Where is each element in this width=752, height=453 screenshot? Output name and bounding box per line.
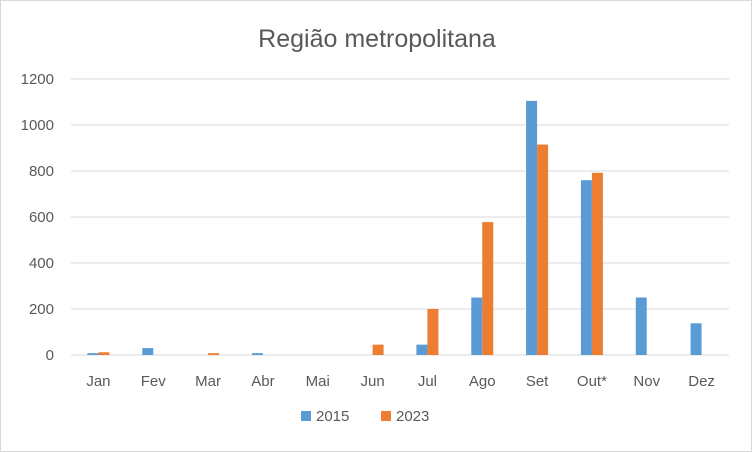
chart-title: Região metropolitana [258, 25, 496, 53]
bar-2023-Jun [372, 344, 384, 355]
bars [87, 100, 702, 355]
bar-2015-Abr [251, 353, 263, 355]
x-tick-label: Jan [86, 373, 110, 390]
x-tick-label: Out* [577, 373, 607, 390]
x-tick-label: Jun [360, 373, 384, 390]
y-tick-label: 400 [29, 255, 54, 272]
legend-swatch-2015 [301, 411, 311, 421]
y-tick-label: 200 [29, 301, 54, 318]
y-tick-label: 800 [29, 163, 54, 180]
legend-swatch-2023 [381, 411, 391, 421]
y-tick-label: 1000 [21, 117, 54, 134]
bar-2015-Jul [416, 344, 428, 355]
x-tick-label: Mar [195, 373, 221, 390]
bar-2023-Ago [482, 222, 494, 355]
x-axis: Jan Fev Mar Abr Mai Jun Jul Ago Set Out* Nov Dez [86, 373, 715, 390]
x-tick-label: Mai [306, 373, 330, 390]
x-tick-label: Dez [688, 373, 715, 390]
bar-2023-Mar [208, 353, 220, 355]
legend: 2015 2023 [301, 408, 429, 425]
legend-label-2023: 2023 [396, 408, 429, 425]
bar-2015-Fev [142, 348, 154, 355]
x-tick-label: Abr [251, 373, 274, 390]
bar-2015-Ago [471, 297, 483, 355]
bar-2023-Jul [427, 309, 439, 355]
x-tick-label: Fev [141, 373, 167, 390]
bar-2015-Dez [690, 323, 702, 355]
x-tick-label: Ago [469, 373, 496, 390]
bar-2023-Set [537, 144, 549, 355]
y-tick-label: 600 [29, 209, 54, 226]
x-tick-label: Nov [633, 373, 660, 390]
bar-2015-Out* [580, 180, 592, 355]
bar-2023-Jan [98, 352, 110, 355]
bar-2015-Set [526, 100, 538, 355]
gridlines [71, 78, 729, 356]
y-tick-label: 0 [46, 347, 54, 364]
x-tick-label: Jul [418, 373, 437, 390]
x-tick-label: Set [526, 373, 549, 390]
bar-2015-Jan [87, 353, 99, 355]
y-tick-label: 1200 [21, 71, 54, 88]
bar-2015-Nov [635, 297, 647, 355]
bar-2023-Out* [591, 172, 603, 355]
y-axis: 0 200 400 600 800 1000 1200 [21, 71, 54, 364]
legend-label-2015: 2015 [316, 408, 349, 425]
